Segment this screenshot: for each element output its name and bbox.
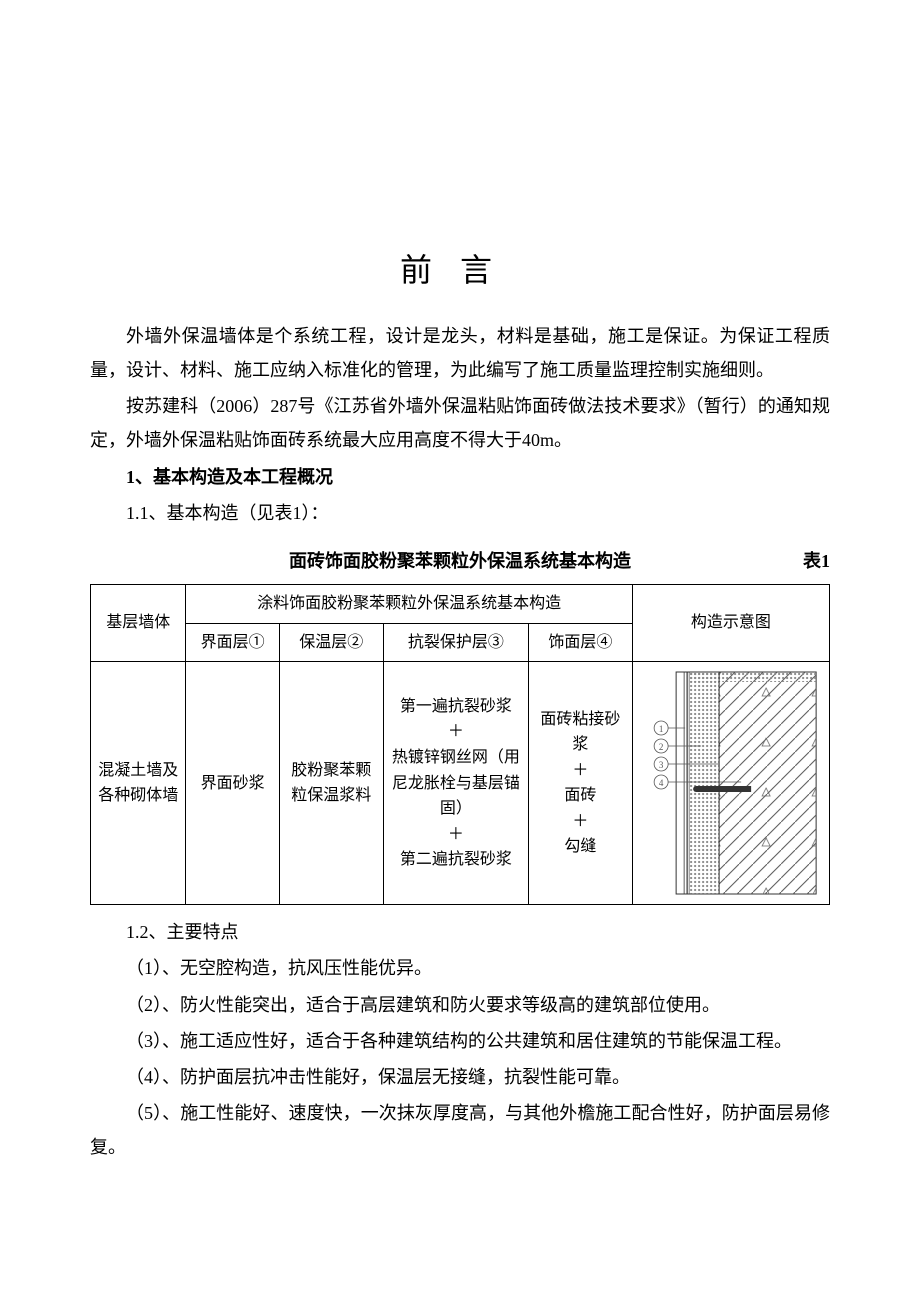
- th-layer-2: 保温层②: [279, 623, 383, 662]
- svg-text:4: 4: [659, 778, 664, 788]
- td-layer-2: 胶粉聚苯颗粒保温浆料: [279, 662, 383, 905]
- td-diagram: 1 2 3 4: [632, 662, 829, 905]
- feature-5: （5）、施工性能好、速度快，一次抹灰厚度高，与其他外檐施工配合性好，防护面层易修…: [90, 1096, 830, 1164]
- structure-diagram: 1 2 3 4: [639, 668, 823, 898]
- paragraph-intro-1: 外墙外保温墙体是个系统工程，设计是龙头，材料是基础，施工是保证。为保证工程质量，…: [90, 319, 830, 387]
- feature-4: （4）、防护面层抗冲击性能好，保温层无接缝，抗裂性能可靠。: [90, 1060, 830, 1094]
- th-diagram: 构造示意图: [632, 585, 829, 662]
- td-layer-3: 第一遍抗裂砂浆 ＋ 热镀锌钢丝网（用尼龙胀栓与基层锚固） ＋ 第二遍抗裂砂浆: [383, 662, 528, 905]
- th-layer-1: 界面层①: [186, 623, 279, 662]
- svg-text:3: 3: [659, 760, 664, 770]
- th-base-wall: 基层墙体: [91, 585, 186, 662]
- paragraph-1-1: 1.1、基本构造（见表1）：: [90, 496, 830, 530]
- table-caption-text: 面砖饰面胶粉聚苯颗粒外保温系统基本构造: [289, 551, 631, 571]
- paragraph-intro-2: 按苏建科（2006）287号《江苏省外墙外保温粘贴饰面砖做法技术要求》（暂行）的…: [90, 389, 830, 457]
- td-layer-1: 界面砂浆: [186, 662, 279, 905]
- table-caption: 面砖饰面胶粉聚苯颗粒外保温系统基本构造 表1: [90, 544, 830, 578]
- td-base-wall: 混凝土墙及各种砌体墙: [91, 662, 186, 905]
- feature-3: （3）、施工适应性好，适合于各种建筑结构的公共建筑和居住建筑的节能保温工程。: [90, 1024, 830, 1058]
- th-layer-3: 抗裂保护层③: [383, 623, 528, 662]
- table-data-row: 混凝土墙及各种砌体墙 界面砂浆 胶粉聚苯颗粒保温浆料 第一遍抗裂砂浆 ＋ 热镀锌…: [91, 662, 830, 905]
- feature-2: （2）、防火性能突出，适合于高层建筑和防火要求等级高的建筑部位使用。: [90, 988, 830, 1022]
- table-header-row-1: 基层墙体 涂料饰面胶粉聚苯颗粒外保温系统基本构造 构造示意图: [91, 585, 830, 624]
- structure-table: 基层墙体 涂料饰面胶粉聚苯颗粒外保温系统基本构造 构造示意图 界面层① 保温层②…: [90, 584, 830, 905]
- paragraph-1-2: 1.2、主要特点: [90, 915, 830, 949]
- feature-1: （1）、无空腔构造，抗风压性能优异。: [90, 951, 830, 985]
- th-system-structure: 涂料饰面胶粉聚苯颗粒外保温系统基本构造: [186, 585, 632, 624]
- table-number: 表1: [803, 544, 830, 578]
- heading-1: 1、基本构造及本工程概况: [90, 460, 830, 494]
- svg-text:2: 2: [659, 742, 664, 752]
- svg-text:1: 1: [659, 724, 664, 734]
- th-layer-4: 饰面层④: [528, 623, 632, 662]
- td-layer-4: 面砖粘接砂浆 ＋ 面砖 ＋ 勾缝: [528, 662, 632, 905]
- page-title: 前言: [90, 240, 830, 301]
